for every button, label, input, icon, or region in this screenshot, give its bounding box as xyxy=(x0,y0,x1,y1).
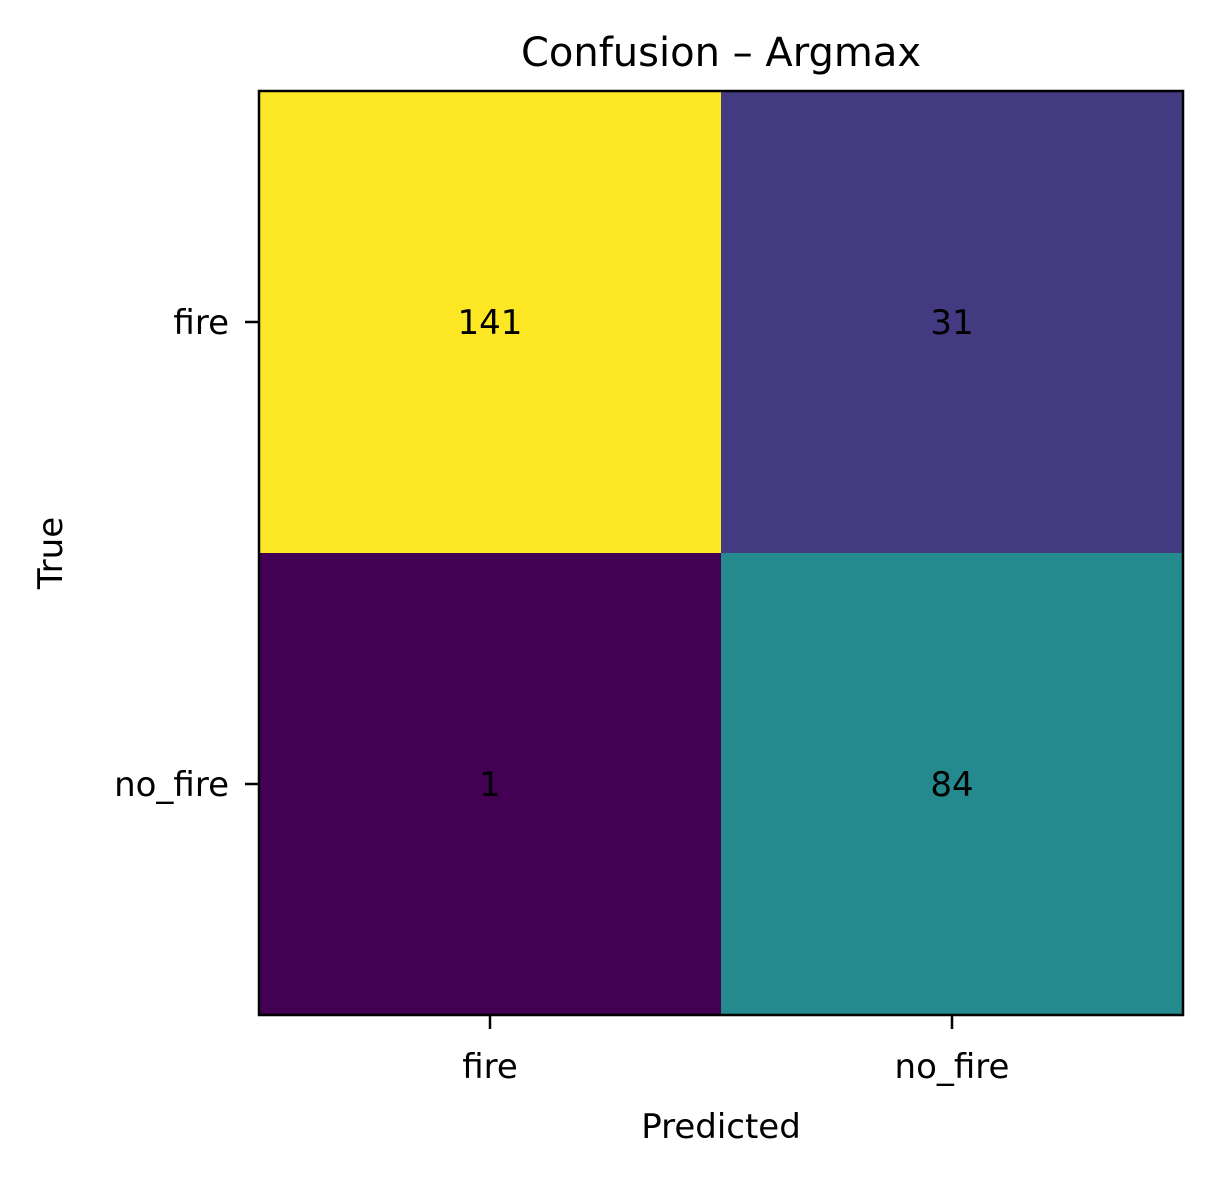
cell-value-label: 1 xyxy=(479,765,501,805)
cell-value-label: 84 xyxy=(930,765,973,805)
x-axis-ticks: fire no_fire xyxy=(462,1015,1009,1087)
cell-value-label: 31 xyxy=(930,303,973,343)
plot-frame xyxy=(257,89,1185,1017)
chart-title: Confusion – Argmax xyxy=(521,30,921,76)
heatmap-cells xyxy=(259,91,1184,1016)
heatmap-cell-fire-fire xyxy=(259,91,722,554)
heatmap-cell-no_fire-fire xyxy=(259,553,722,1016)
cell-value-label: 141 xyxy=(458,303,523,343)
x-tick-label: no_fire xyxy=(895,1047,1010,1087)
heatmap-cell-fire-no_fire xyxy=(721,91,1184,554)
x-tick-label: fire xyxy=(462,1047,518,1087)
x-axis-label: Predicted xyxy=(641,1107,801,1147)
y-axis-ticks: fire no_fire xyxy=(114,303,259,805)
y-tick-label: fire xyxy=(173,303,229,343)
y-axis-label: True xyxy=(31,517,71,590)
heatmap-cell-labels: 141 31 1 84 xyxy=(458,303,974,805)
heatmap-cell-no_fire-no_fire xyxy=(721,553,1184,1016)
y-tick-label: no_fire xyxy=(114,765,229,805)
